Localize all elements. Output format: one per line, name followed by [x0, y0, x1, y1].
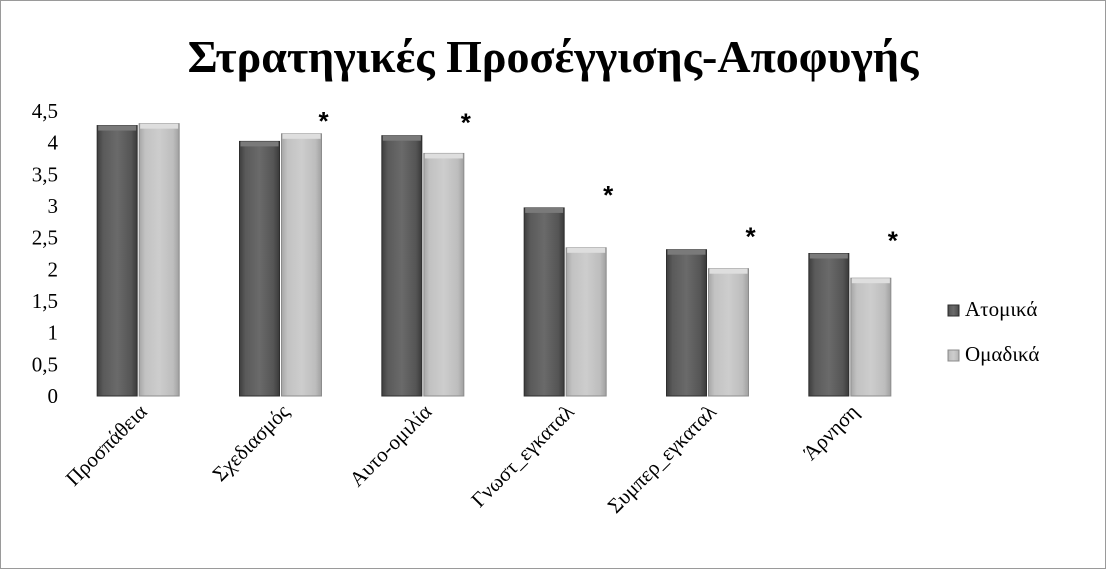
y-tick-label: 3 — [48, 194, 59, 218]
bar-top-highlight — [851, 278, 890, 284]
legend-label: Ομαδικά — [965, 342, 1039, 366]
y-tick-label: 2 — [48, 257, 59, 281]
bars-group: * * * * * — [96, 106, 899, 397]
y-tick-label: 1 — [48, 321, 59, 345]
bar — [850, 277, 892, 397]
y-tick-label: 4 — [48, 131, 59, 155]
x-axis: Προσπάθεια Σχεδιασμός Αυτο-ομιλία Γνωστ_εγκ… — [61, 399, 864, 518]
y-tick-label: 0,5 — [32, 352, 58, 376]
x-tick-label: Προσπάθεια — [61, 400, 152, 491]
y-tick-label: 0 — [48, 384, 59, 408]
bar-top-highlight — [382, 135, 421, 141]
significance-star: * — [461, 108, 472, 138]
bar — [381, 135, 423, 397]
legend-swatch — [947, 349, 960, 362]
legend: Ατομικά Ομαδικά — [947, 297, 1039, 366]
bar-top-highlight — [667, 249, 706, 255]
legend-label: Ατομικά — [965, 297, 1037, 321]
bar — [423, 152, 465, 397]
y-tick-label: 1,5 — [32, 289, 58, 313]
chart-title: Στρατηγικές Προσέγγισης-Αποφυγής — [188, 31, 919, 82]
significance-star: * — [318, 106, 329, 136]
bar — [281, 133, 322, 397]
significance-star: * — [745, 222, 756, 252]
bar-top-highlight — [567, 247, 606, 253]
bar — [96, 125, 138, 397]
bar — [565, 247, 607, 397]
bar-top-highlight — [809, 253, 848, 259]
x-tick-label: Γνωστ_εγκαταλ — [466, 399, 579, 512]
bar — [523, 207, 565, 397]
y-tick-label: 2,5 — [32, 226, 58, 250]
bar-top-highlight — [240, 141, 279, 147]
x-tick-label: Συμπερ_εγκαταλ — [603, 399, 722, 518]
bar — [808, 253, 850, 397]
bar-top-highlight — [709, 268, 748, 274]
x-tick-label: Σχεδιασμός — [208, 399, 295, 486]
bar-top-highlight — [140, 123, 179, 129]
bar-top-highlight — [282, 133, 321, 139]
x-tick-label: Αυτο-ομιλία — [345, 400, 437, 492]
bar — [239, 140, 280, 397]
y-tick-label: 4,5 — [32, 99, 58, 123]
significance-star: * — [888, 226, 899, 256]
y-axis: 0 0,5 1 1,5 2 2,5 3 3,5 4 4,5 — [32, 99, 59, 408]
significance-star: * — [603, 180, 614, 210]
bar-top-highlight — [424, 153, 463, 159]
bar-top-highlight — [525, 207, 564, 213]
x-tick-label: Άρνηση — [798, 400, 863, 465]
bar — [708, 268, 749, 397]
y-tick-label: 3,5 — [32, 162, 58, 186]
legend-swatch — [947, 304, 960, 317]
bar-top-highlight — [98, 125, 137, 131]
bar — [666, 249, 707, 397]
bar — [138, 123, 180, 397]
